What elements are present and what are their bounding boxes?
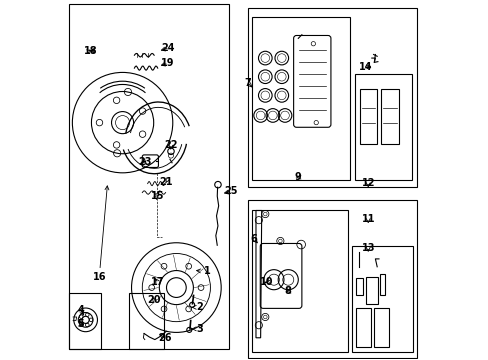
Text: 16: 16 [92,186,109,282]
Text: 5: 5 [77,319,84,329]
Text: 25: 25 [224,186,237,197]
Text: 8: 8 [284,286,291,296]
Text: 10: 10 [260,277,273,287]
Bar [359,89,376,144]
Text: 26: 26 [158,333,171,343]
Bar [247,200,416,357]
Text: 9: 9 [294,172,300,182]
Bar [356,308,371,347]
Text: 12: 12 [361,178,374,188]
Bar [381,89,398,144]
Text: 15: 15 [151,191,164,201]
Text: 21: 21 [159,177,173,187]
Bar [69,4,228,348]
Text: 13: 13 [361,243,374,253]
Text: 3: 3 [192,324,203,334]
Bar [365,277,378,304]
Text: 22: 22 [164,140,177,150]
Bar [129,293,164,348]
Text: 18: 18 [83,46,97,56]
Text: 6: 6 [250,234,257,244]
Bar [379,274,385,296]
Text: 19: 19 [161,58,174,68]
Text: 17: 17 [151,277,164,287]
Bar [355,278,362,296]
Bar [247,8,416,187]
Text: 4: 4 [77,305,84,315]
Bar [251,211,348,352]
Bar [373,308,388,347]
Bar [354,74,411,180]
Text: 23: 23 [138,157,151,167]
Text: 7: 7 [244,78,251,88]
Bar [351,246,412,352]
Text: 11: 11 [361,215,374,224]
Bar [251,17,349,180]
Text: 2: 2 [192,302,203,312]
Text: 20: 20 [147,295,161,305]
Text: 14: 14 [358,62,372,72]
Bar [69,293,101,348]
Text: 1: 1 [196,266,210,276]
Text: 24: 24 [161,43,175,53]
